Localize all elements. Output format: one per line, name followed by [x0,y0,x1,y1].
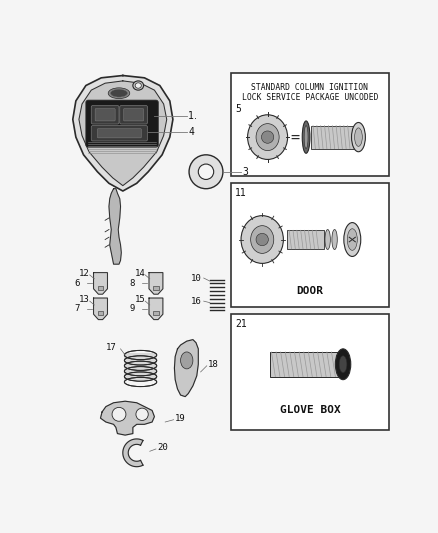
Polygon shape [73,76,173,191]
Ellipse shape [251,225,274,253]
Ellipse shape [133,81,144,90]
Circle shape [189,155,223,189]
Bar [231,314,389,430]
Circle shape [198,164,214,180]
Polygon shape [79,81,167,185]
Ellipse shape [332,230,337,249]
FancyBboxPatch shape [86,100,158,147]
Text: 1: 1 [188,111,194,122]
Circle shape [261,131,274,143]
Text: =: = [290,130,299,144]
Ellipse shape [344,223,361,256]
Text: 3: 3 [242,167,248,177]
Text: 8: 8 [130,279,135,288]
Ellipse shape [339,356,347,373]
Circle shape [112,407,126,421]
Text: 16: 16 [191,297,201,305]
Polygon shape [149,298,163,320]
Polygon shape [109,189,121,264]
Bar [231,73,389,175]
FancyBboxPatch shape [91,106,119,124]
Text: 4: 4 [188,127,194,137]
Text: 15: 15 [134,295,145,304]
Text: 7: 7 [74,304,80,313]
Text: DOOR: DOOR [297,286,323,296]
Text: 5: 5 [235,103,241,114]
Text: 14: 14 [134,269,145,278]
Ellipse shape [336,349,351,379]
Text: 12: 12 [79,269,90,278]
Text: 20: 20 [158,443,168,452]
Circle shape [256,233,268,246]
Polygon shape [94,273,107,294]
Text: .: . [194,111,197,122]
FancyBboxPatch shape [120,106,148,124]
FancyBboxPatch shape [97,128,141,138]
Bar [287,230,324,249]
Text: 10: 10 [191,273,201,282]
Bar [270,352,339,377]
Ellipse shape [108,88,130,99]
Text: 13: 13 [79,295,90,304]
Circle shape [136,408,148,421]
Bar [98,311,103,316]
Ellipse shape [256,124,279,151]
Bar [231,183,389,306]
Polygon shape [123,439,143,467]
Text: GLOVE BOX: GLOVE BOX [279,406,340,415]
Ellipse shape [325,230,330,249]
Text: 11: 11 [235,188,247,198]
Bar [124,353,157,381]
FancyBboxPatch shape [95,109,115,121]
Ellipse shape [347,229,357,251]
Ellipse shape [135,83,141,88]
Ellipse shape [304,126,308,149]
Ellipse shape [110,90,127,97]
Text: STANDARD COLUMN IGNITION: STANDARD COLUMN IGNITION [251,83,368,92]
Polygon shape [149,273,163,294]
Ellipse shape [355,128,362,147]
Text: 19: 19 [175,414,186,423]
Ellipse shape [241,216,283,263]
Polygon shape [94,298,107,320]
Ellipse shape [180,352,193,369]
Bar [153,286,159,290]
Polygon shape [100,401,155,435]
Text: 21: 21 [235,319,247,329]
Text: 9: 9 [130,304,135,313]
Text: LOCK SERVICE PACKAGE UNCODED: LOCK SERVICE PACKAGE UNCODED [242,93,378,102]
Text: 6: 6 [74,279,80,288]
Text: 17: 17 [106,343,117,352]
Ellipse shape [302,121,310,154]
Ellipse shape [352,123,365,152]
Text: 18: 18 [208,360,219,369]
Bar [98,286,103,290]
FancyBboxPatch shape [124,109,144,121]
Bar [153,311,159,316]
Bar [311,126,354,149]
Polygon shape [174,340,198,397]
FancyBboxPatch shape [91,126,148,141]
Ellipse shape [247,115,288,159]
